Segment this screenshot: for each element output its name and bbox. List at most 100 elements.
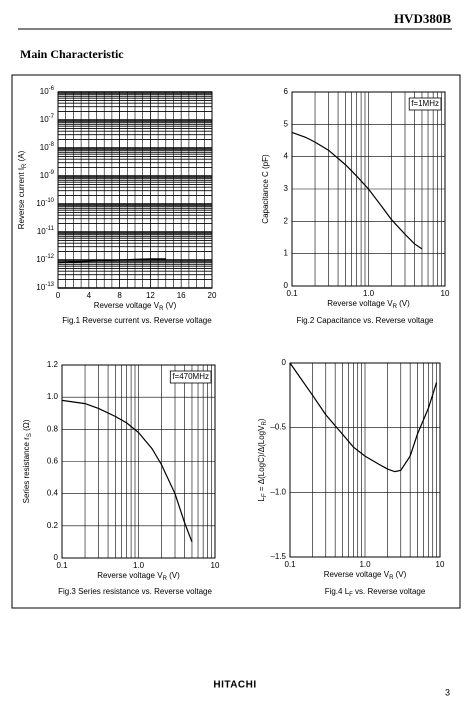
- y-tick-label-base: –1.0: [270, 487, 286, 496]
- y-tick-label-exponent: -6: [49, 86, 55, 92]
- section-title: Main Characteristic: [20, 47, 124, 61]
- annotation: f=1MHz: [411, 99, 439, 108]
- y-tick-label-exponent: -12: [45, 254, 54, 260]
- x-axis-label-part: Reverse voltage V: [324, 570, 390, 579]
- x-axis-label-part: (V): [163, 301, 176, 310]
- y-tick-label: 0: [284, 281, 289, 290]
- y-axis-label-part: (A): [17, 150, 26, 163]
- x-axis-label: Reverse voltage VR (V): [324, 570, 407, 580]
- caption: Fig.1 Reverse current vs. Reverse voltag…: [62, 316, 212, 325]
- y-tick-label: 10-10: [36, 198, 54, 209]
- x-axis-label: Reverse voltage VR (V): [97, 571, 180, 581]
- y-tick-label: 10-8: [40, 142, 55, 153]
- y-tick-label: 10-7: [40, 114, 55, 125]
- x-tick-label: 0: [56, 291, 61, 300]
- caption: Fig.4 LF vs. Reverse voltage: [325, 587, 426, 597]
- caption-part: Fig.1 Reverse current vs. Reverse voltag…: [62, 316, 212, 325]
- x-tick-label: 1.0: [133, 561, 145, 570]
- y-tick-label: 10-9: [40, 170, 55, 181]
- y-axis-label-part: Series resistance r: [22, 437, 31, 504]
- y-tick-label: 2: [284, 216, 289, 225]
- caption: Fig.2 Capacitance vs. Reverse voltage: [297, 316, 435, 325]
- y-tick-label: 5: [284, 119, 289, 128]
- y-tick-label-base: 10: [36, 283, 45, 292]
- y-tick-label-exponent: -10: [45, 198, 54, 204]
- y-axis-label-part: ): [257, 418, 266, 421]
- x-axis-label-part: R: [159, 306, 164, 312]
- caption-part: F: [349, 592, 353, 598]
- x-axis-label-part: R: [393, 304, 398, 310]
- page-number: 3: [445, 687, 450, 697]
- x-axis-label: Reverse voltage VR (V): [94, 301, 177, 311]
- x-tick-label: 1.0: [363, 289, 375, 298]
- y-tick-label-base: –1.5: [270, 552, 286, 561]
- y-tick-label-base: 1.0: [47, 392, 59, 401]
- data-line: [289, 362, 438, 473]
- y-tick-label-base: 3: [284, 184, 289, 193]
- y-tick-label-base: 0: [54, 553, 59, 562]
- y-tick-label-base: 10: [40, 87, 49, 96]
- y-tick-label-base: 0: [282, 358, 287, 367]
- y-tick-label-base: 5: [284, 119, 289, 128]
- x-tick-label: 10: [211, 561, 220, 570]
- x-axis-label-part: (V): [393, 570, 406, 579]
- part-number: HVD380B: [394, 11, 451, 26]
- y-axis-label: Reverse current IR (A): [17, 150, 27, 229]
- data-line: [57, 258, 166, 264]
- y-tick-label-base: 6: [284, 87, 289, 96]
- annotation: f=470MHz: [172, 372, 209, 381]
- y-tick-label-base: –0.5: [270, 423, 286, 432]
- plot-frame: [289, 362, 441, 558]
- x-tick-label: 4: [87, 291, 92, 300]
- x-tick-label: 0.1: [56, 561, 68, 570]
- y-tick-label: 1.0: [47, 392, 59, 401]
- y-tick-label-base: 0.2: [47, 521, 59, 530]
- y-tick-label-base: 2: [284, 216, 289, 225]
- plot-frame: [57, 91, 213, 289]
- y-tick-label-base: 1.2: [47, 360, 59, 369]
- x-tick-label: 8: [117, 291, 122, 300]
- y-tick-label-base: 10: [36, 255, 45, 264]
- y-tick-label: 0: [54, 553, 59, 562]
- x-tick-label: 16: [177, 291, 186, 300]
- x-axis-label-part: R: [163, 576, 168, 582]
- data-line: [291, 131, 423, 250]
- caption-part: vs. Reverse voltage: [353, 587, 426, 596]
- figure-frame: [11, 74, 461, 609]
- y-axis-label-part: R: [262, 421, 268, 426]
- y-tick-label-exponent: -11: [46, 226, 55, 232]
- y-tick-label: –0.5: [270, 423, 286, 432]
- x-axis-label-part: (V): [167, 571, 180, 580]
- y-axis-label-part: L: [257, 496, 266, 501]
- brand: HITACHI: [213, 680, 256, 691]
- y-tick-label-base: 0: [284, 281, 289, 290]
- x-tick-label: 0.1: [284, 560, 296, 569]
- caption-part: Fig.3 Series resistance vs. Reverse volt…: [58, 587, 212, 596]
- y-axis-label: Series resistance rS (Ω): [22, 419, 32, 503]
- x-tick-label: 12: [146, 291, 155, 300]
- x-axis-label-part: (V): [397, 299, 410, 308]
- caption-part: Fig.4 L: [325, 587, 350, 596]
- y-tick-label-base: 4: [284, 152, 289, 161]
- y-axis-label-part: R: [22, 163, 28, 168]
- y-tick-label: 0.6: [47, 457, 59, 466]
- y-axis-label-part: = Δ(LogC)/Δ(LogV: [257, 425, 266, 493]
- annotation-box: [408, 97, 442, 111]
- x-axis-label-part: Reverse voltage V: [94, 301, 160, 310]
- x-tick-label: 10: [436, 560, 445, 569]
- y-axis-label: LF = Δ(LogC)/Δ(LogVR): [257, 418, 267, 501]
- y-tick-label-exponent: -7: [49, 114, 55, 120]
- y-tick-label: 10-12: [36, 254, 54, 265]
- y-tick-label: 0.2: [47, 521, 59, 530]
- y-tick-label: 1: [284, 249, 289, 258]
- y-tick-label: 0.8: [47, 424, 59, 433]
- y-tick-label: 10-6: [40, 86, 55, 97]
- y-tick-label: 1.2: [47, 360, 59, 369]
- y-tick-label: 0.4: [47, 489, 59, 498]
- y-tick-label-base: 0.6: [47, 457, 59, 466]
- y-tick-label: 0: [282, 358, 287, 367]
- y-tick-label: –1.0: [270, 487, 286, 496]
- y-tick-label-exponent: -8: [49, 142, 55, 148]
- y-tick-label-exponent: -13: [45, 282, 54, 288]
